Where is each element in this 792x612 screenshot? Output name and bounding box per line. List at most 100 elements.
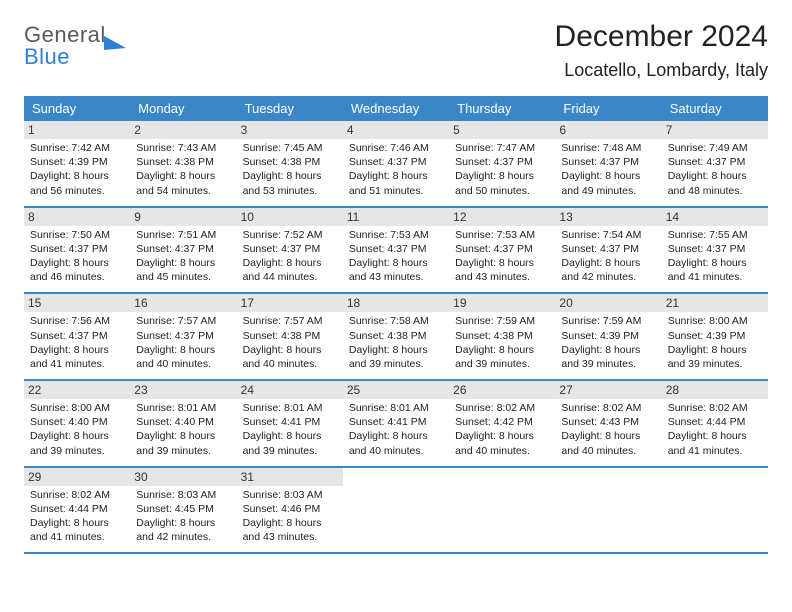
day-number: 31 [237,468,343,486]
weekday-header: Saturday [662,96,768,121]
weekday-header: Monday [130,96,236,121]
day-number: 8 [24,208,130,226]
day-day1: Daylight: 8 hours [136,256,230,270]
day-number: 4 [343,121,449,139]
day-number: 24 [237,381,343,399]
day-cell: 15Sunrise: 7:56 AMSunset: 4:37 PMDayligh… [24,294,130,379]
week-row: 22Sunrise: 8:00 AMSunset: 4:40 PMDayligh… [24,381,768,468]
day-day2: and 39 minutes. [455,357,549,371]
logo-text: General Blue [24,24,106,68]
day-cell: 4Sunrise: 7:46 AMSunset: 4:37 PMDaylight… [343,121,449,206]
day-sunset: Sunset: 4:40 PM [136,415,230,429]
weeks-container: 1Sunrise: 7:42 AMSunset: 4:39 PMDaylight… [24,121,768,554]
day-number: 6 [555,121,661,139]
day-day1: Daylight: 8 hours [243,169,337,183]
day-day2: and 54 minutes. [136,184,230,198]
day-day1: Daylight: 8 hours [668,343,762,357]
weekday-header: Friday [555,96,661,121]
day-cell [555,468,661,553]
day-cell: 19Sunrise: 7:59 AMSunset: 4:38 PMDayligh… [449,294,555,379]
day-day2: and 41 minutes. [30,530,124,544]
day-cell: 9Sunrise: 7:51 AMSunset: 4:37 PMDaylight… [130,208,236,293]
day-day2: and 49 minutes. [561,184,655,198]
weekday-header-row: SundayMondayTuesdayWednesdayThursdayFrid… [24,96,768,121]
day-number: 23 [130,381,236,399]
day-number: 7 [662,121,768,139]
day-day1: Daylight: 8 hours [30,343,124,357]
day-day1: Daylight: 8 hours [243,516,337,530]
day-sunset: Sunset: 4:37 PM [243,242,337,256]
day-day1: Daylight: 8 hours [668,429,762,443]
day-sunrise: Sunrise: 7:46 AM [349,141,443,155]
day-sunset: Sunset: 4:37 PM [349,242,443,256]
day-sunset: Sunset: 4:38 PM [243,155,337,169]
day-day1: Daylight: 8 hours [30,256,124,270]
day-day1: Daylight: 8 hours [455,429,549,443]
week-row: 8Sunrise: 7:50 AMSunset: 4:37 PMDaylight… [24,208,768,295]
day-day1: Daylight: 8 hours [349,343,443,357]
calendar: SundayMondayTuesdayWednesdayThursdayFrid… [24,96,768,554]
day-cell: 6Sunrise: 7:48 AMSunset: 4:37 PMDaylight… [555,121,661,206]
day-sunset: Sunset: 4:46 PM [243,502,337,516]
day-sunrise: Sunrise: 7:59 AM [561,314,655,328]
week-row: 29Sunrise: 8:02 AMSunset: 4:44 PMDayligh… [24,468,768,555]
day-number: 5 [449,121,555,139]
title-block: December 2024 Locatello, Lombardy, Italy [555,20,768,81]
day-day1: Daylight: 8 hours [561,429,655,443]
day-sunset: Sunset: 4:41 PM [349,415,443,429]
day-day1: Daylight: 8 hours [561,256,655,270]
day-sunset: Sunset: 4:38 PM [455,329,549,343]
day-sunset: Sunset: 4:44 PM [30,502,124,516]
day-number: 19 [449,294,555,312]
day-sunrise: Sunrise: 7:52 AM [243,228,337,242]
day-sunrise: Sunrise: 8:02 AM [455,401,549,415]
day-sunset: Sunset: 4:45 PM [136,502,230,516]
day-day2: and 46 minutes. [30,270,124,284]
day-day2: and 50 minutes. [455,184,549,198]
logo-word-2: Blue [24,44,70,69]
day-day2: and 40 minutes. [349,444,443,458]
day-cell: 1Sunrise: 7:42 AMSunset: 4:39 PMDaylight… [24,121,130,206]
day-day1: Daylight: 8 hours [243,343,337,357]
day-sunrise: Sunrise: 7:51 AM [136,228,230,242]
day-day2: and 45 minutes. [136,270,230,284]
day-day1: Daylight: 8 hours [668,169,762,183]
day-sunset: Sunset: 4:37 PM [668,155,762,169]
day-day2: and 42 minutes. [136,530,230,544]
day-sunrise: Sunrise: 7:48 AM [561,141,655,155]
day-cell: 17Sunrise: 7:57 AMSunset: 4:38 PMDayligh… [237,294,343,379]
day-sunset: Sunset: 4:39 PM [668,329,762,343]
day-sunrise: Sunrise: 8:01 AM [243,401,337,415]
day-day2: and 39 minutes. [136,444,230,458]
week-row: 1Sunrise: 7:42 AMSunset: 4:39 PMDaylight… [24,121,768,208]
day-day2: and 41 minutes. [668,270,762,284]
day-cell: 27Sunrise: 8:02 AMSunset: 4:43 PMDayligh… [555,381,661,466]
day-day1: Daylight: 8 hours [243,256,337,270]
day-sunset: Sunset: 4:38 PM [349,329,443,343]
day-sunset: Sunset: 4:37 PM [136,329,230,343]
day-sunrise: Sunrise: 8:00 AM [668,314,762,328]
day-cell: 3Sunrise: 7:45 AMSunset: 4:38 PMDaylight… [237,121,343,206]
day-day2: and 43 minutes. [243,530,337,544]
day-number: 15 [24,294,130,312]
day-sunrise: Sunrise: 7:57 AM [136,314,230,328]
day-sunset: Sunset: 4:38 PM [243,329,337,343]
day-day1: Daylight: 8 hours [561,343,655,357]
day-number: 14 [662,208,768,226]
weekday-header: Thursday [449,96,555,121]
day-cell: 10Sunrise: 7:52 AMSunset: 4:37 PMDayligh… [237,208,343,293]
day-day2: and 53 minutes. [243,184,337,198]
day-day2: and 51 minutes. [349,184,443,198]
day-cell: 22Sunrise: 8:00 AMSunset: 4:40 PMDayligh… [24,381,130,466]
day-sunset: Sunset: 4:37 PM [561,242,655,256]
day-cell: 18Sunrise: 7:58 AMSunset: 4:38 PMDayligh… [343,294,449,379]
logo-triangle-icon [104,36,126,50]
day-cell: 8Sunrise: 7:50 AMSunset: 4:37 PMDaylight… [24,208,130,293]
day-sunset: Sunset: 4:39 PM [561,329,655,343]
day-sunrise: Sunrise: 7:53 AM [349,228,443,242]
day-cell: 30Sunrise: 8:03 AMSunset: 4:45 PMDayligh… [130,468,236,553]
day-number: 22 [24,381,130,399]
day-sunrise: Sunrise: 8:02 AM [668,401,762,415]
day-number: 2 [130,121,236,139]
day-number: 11 [343,208,449,226]
